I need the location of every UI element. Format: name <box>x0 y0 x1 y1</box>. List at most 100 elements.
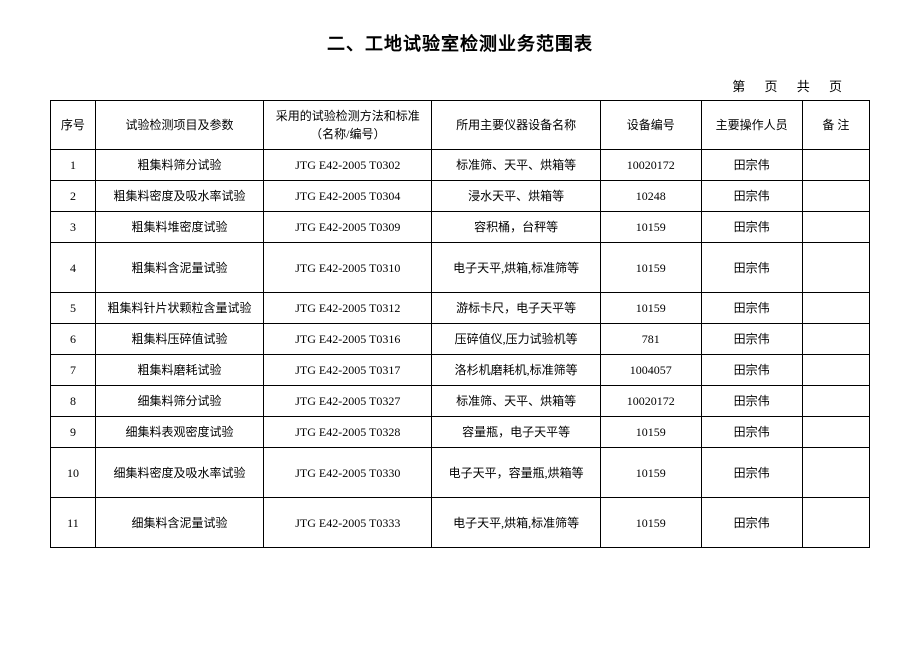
header-note: 备 注 <box>802 101 869 150</box>
cell-operator: 田宗伟 <box>701 150 802 181</box>
cell-equip_num: 10159 <box>600 498 701 548</box>
cell-operator: 田宗伟 <box>701 498 802 548</box>
cell-equip_num: 10159 <box>600 243 701 293</box>
table-header-row: 序号 试验检测项目及参数 采用的试验检测方法和标准（名称/编号） 所用主要仪器设… <box>51 101 870 150</box>
cell-method: JTG E42-2005 T0309 <box>264 212 432 243</box>
table-row: 7粗集料磨耗试验JTG E42-2005 T0317洛杉机磨耗机,标准筛等100… <box>51 355 870 386</box>
cell-operator: 田宗伟 <box>701 243 802 293</box>
cell-method: JTG E42-2005 T0330 <box>264 448 432 498</box>
cell-note <box>802 181 869 212</box>
cell-equip_num: 781 <box>600 324 701 355</box>
cell-item: 细集料含泥量试验 <box>95 498 263 548</box>
cell-item: 细集料密度及吸水率试验 <box>95 448 263 498</box>
cell-method: JTG E42-2005 T0316 <box>264 324 432 355</box>
cell-equip_num: 1004057 <box>600 355 701 386</box>
cell-seq: 11 <box>51 498 96 548</box>
header-seq: 序号 <box>51 101 96 150</box>
cell-operator: 田宗伟 <box>701 181 802 212</box>
cell-equip_num: 10159 <box>600 212 701 243</box>
cell-seq: 2 <box>51 181 96 212</box>
cell-seq: 10 <box>51 448 96 498</box>
cell-note <box>802 417 869 448</box>
cell-method: JTG E42-2005 T0327 <box>264 386 432 417</box>
cell-equip_num: 10159 <box>600 417 701 448</box>
table-row: 5粗集料针片状颗粒含量试验JTG E42-2005 T0312游标卡尺，电子天平… <box>51 293 870 324</box>
cell-equip_num: 10159 <box>600 293 701 324</box>
cell-equip_num: 10159 <box>600 448 701 498</box>
cell-seq: 1 <box>51 150 96 181</box>
cell-operator: 田宗伟 <box>701 293 802 324</box>
cell-equip_num: 10020172 <box>600 150 701 181</box>
table-row: 6粗集料压碎值试验JTG E42-2005 T0316压碎值仪,压力试验机等78… <box>51 324 870 355</box>
cell-method: JTG E42-2005 T0312 <box>264 293 432 324</box>
cell-note <box>802 150 869 181</box>
header-operator: 主要操作人员 <box>701 101 802 150</box>
table-row: 10细集料密度及吸水率试验JTG E42-2005 T0330电子天平，容量瓶,… <box>51 448 870 498</box>
cell-equipment: 标准筛、天平、烘箱等 <box>432 386 600 417</box>
page-indicator: 第 页 共 页 <box>50 76 870 95</box>
table-row: 1粗集料筛分试验JTG E42-2005 T0302标准筛、天平、烘箱等1002… <box>51 150 870 181</box>
cell-note <box>802 243 869 293</box>
cell-operator: 田宗伟 <box>701 448 802 498</box>
cell-method: JTG E42-2005 T0328 <box>264 417 432 448</box>
table-row: 3粗集料堆密度试验JTG E42-2005 T0309容积桶，台秤等10159田… <box>51 212 870 243</box>
cell-seq: 3 <box>51 212 96 243</box>
header-equipment: 所用主要仪器设备名称 <box>432 101 600 150</box>
cell-seq: 4 <box>51 243 96 293</box>
cell-note <box>802 212 869 243</box>
cell-item: 粗集料压碎值试验 <box>95 324 263 355</box>
table-body: 1粗集料筛分试验JTG E42-2005 T0302标准筛、天平、烘箱等1002… <box>51 150 870 548</box>
cell-item: 粗集料堆密度试验 <box>95 212 263 243</box>
table-row: 8细集料筛分试验JTG E42-2005 T0327标准筛、天平、烘箱等1002… <box>51 386 870 417</box>
header-equip-num: 设备编号 <box>600 101 701 150</box>
cell-seq: 9 <box>51 417 96 448</box>
table-row: 11细集料含泥量试验JTG E42-2005 T0333电子天平,烘箱,标准筛等… <box>51 498 870 548</box>
cell-item: 粗集料密度及吸水率试验 <box>95 181 263 212</box>
cell-equip_num: 10248 <box>600 181 701 212</box>
business-scope-table: 序号 试验检测项目及参数 采用的试验检测方法和标准（名称/编号） 所用主要仪器设… <box>50 100 870 548</box>
cell-seq: 6 <box>51 324 96 355</box>
cell-equipment: 电子天平,烘箱,标准筛等 <box>432 498 600 548</box>
cell-equipment: 容积桶，台秤等 <box>432 212 600 243</box>
table-row: 4粗集料含泥量试验JTG E42-2005 T0310电子天平,烘箱,标准筛等1… <box>51 243 870 293</box>
cell-method: JTG E42-2005 T0302 <box>264 150 432 181</box>
cell-equipment: 标准筛、天平、烘箱等 <box>432 150 600 181</box>
cell-method: JTG E42-2005 T0333 <box>264 498 432 548</box>
page-title: 二、工地试验室检测业务范围表 <box>50 30 870 56</box>
table-row: 9细集料表观密度试验JTG E42-2005 T0328容量瓶，电子天平等101… <box>51 417 870 448</box>
cell-operator: 田宗伟 <box>701 417 802 448</box>
cell-method: JTG E42-2005 T0304 <box>264 181 432 212</box>
cell-seq: 5 <box>51 293 96 324</box>
cell-method: JTG E42-2005 T0317 <box>264 355 432 386</box>
cell-item: 粗集料针片状颗粒含量试验 <box>95 293 263 324</box>
cell-equipment: 洛杉机磨耗机,标准筛等 <box>432 355 600 386</box>
table-row: 2粗集料密度及吸水率试验JTG E42-2005 T0304浸水天平、烘箱等10… <box>51 181 870 212</box>
cell-note <box>802 355 869 386</box>
cell-item: 细集料表观密度试验 <box>95 417 263 448</box>
cell-note <box>802 324 869 355</box>
cell-note <box>802 498 869 548</box>
cell-note <box>802 386 869 417</box>
cell-operator: 田宗伟 <box>701 355 802 386</box>
cell-equipment: 电子天平,烘箱,标准筛等 <box>432 243 600 293</box>
cell-equipment: 压碎值仪,压力试验机等 <box>432 324 600 355</box>
header-method: 采用的试验检测方法和标准（名称/编号） <box>264 101 432 150</box>
cell-equipment: 游标卡尺，电子天平等 <box>432 293 600 324</box>
cell-item: 细集料筛分试验 <box>95 386 263 417</box>
cell-note <box>802 293 869 324</box>
cell-item: 粗集料筛分试验 <box>95 150 263 181</box>
cell-equipment: 电子天平，容量瓶,烘箱等 <box>432 448 600 498</box>
cell-item: 粗集料磨耗试验 <box>95 355 263 386</box>
cell-seq: 8 <box>51 386 96 417</box>
cell-seq: 7 <box>51 355 96 386</box>
cell-item: 粗集料含泥量试验 <box>95 243 263 293</box>
cell-equipment: 浸水天平、烘箱等 <box>432 181 600 212</box>
header-item: 试验检测项目及参数 <box>95 101 263 150</box>
cell-operator: 田宗伟 <box>701 386 802 417</box>
cell-equipment: 容量瓶，电子天平等 <box>432 417 600 448</box>
cell-method: JTG E42-2005 T0310 <box>264 243 432 293</box>
cell-operator: 田宗伟 <box>701 324 802 355</box>
cell-operator: 田宗伟 <box>701 212 802 243</box>
cell-note <box>802 448 869 498</box>
cell-equip_num: 10020172 <box>600 386 701 417</box>
